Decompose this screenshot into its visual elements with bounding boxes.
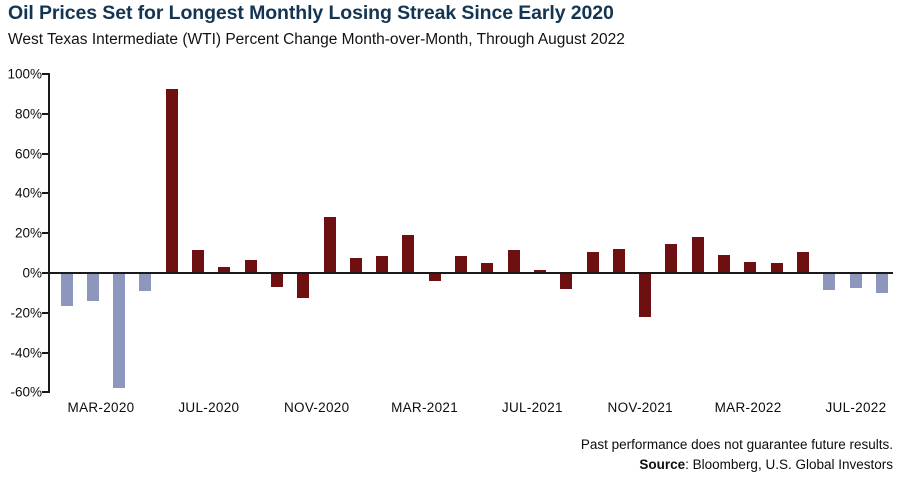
y-axis-tick-mark [42, 192, 48, 195]
y-axis-tick-mark [42, 311, 48, 314]
y-axis-tick-label: 40% [14, 185, 42, 201]
y-axis-tick-label: -20% [10, 305, 42, 321]
y-axis-tick-mark [42, 152, 48, 155]
bar-JUN-2020 [192, 250, 204, 272]
y-axis-tick-label: 20% [14, 225, 42, 241]
x-axis-tick-label: MAR-2021 [391, 400, 459, 415]
y-axis-tick-label: 100% [7, 66, 42, 82]
bar-MAR-2020 [113, 274, 126, 389]
bar-NOV-2020 [323, 217, 336, 272]
y-axis-line [48, 73, 50, 394]
disclaimer-text: Past performance does not guarantee futu… [580, 437, 893, 452]
bar-SEP-2020 [270, 274, 283, 287]
y-axis-tick-mark [42, 73, 48, 75]
x-axis-tick-label: MAR-2022 [714, 400, 782, 415]
x-axis-tick-label: JUL-2021 [501, 400, 563, 415]
bar-APR-2022 [770, 263, 783, 272]
bar-DEC-2020 [349, 258, 362, 272]
bar-OCT-2021 [612, 249, 625, 272]
bar-JUL-2020 [218, 267, 231, 272]
x-axis-tick-label: NOV-2021 [607, 400, 673, 415]
chart-subtitle: West Texas Intermediate (WTI) Percent Ch… [8, 31, 625, 48]
y-axis-tick-mark [42, 351, 48, 354]
y-axis-tick-label: 80% [14, 106, 42, 122]
bar-FEB-2021 [402, 235, 415, 272]
x-axis-tick-label: NOV-2020 [283, 400, 350, 415]
y-axis-tick-label: -40% [10, 345, 42, 361]
y-axis-tick-label: -60% [10, 384, 42, 400]
x-axis-tick-label: JUL-2020 [178, 400, 240, 415]
y-axis-tick-mark [42, 272, 48, 274]
y-axis-tick-label: 0% [22, 265, 42, 281]
bar-JAN-2020 [60, 274, 73, 306]
bar-NOV-2021 [639, 274, 652, 317]
bar-JUN-2022 [823, 274, 836, 290]
bar-APR-2020 [139, 274, 152, 291]
chart-footer: Past performance does not guarantee futu… [581, 435, 893, 475]
bar-AUG-2020 [244, 260, 257, 272]
bar-MAY-2021 [481, 263, 494, 272]
y-axis-tick-mark [42, 112, 48, 115]
y-axis-tick-label: 60% [14, 146, 42, 162]
y-axis-tick-mark [42, 232, 48, 235]
bar-MAY-2022 [796, 252, 809, 272]
bar-JUL-2022 [849, 274, 862, 288]
bar-SEP-2021 [586, 252, 599, 272]
y-axis-tick-mark [42, 391, 48, 394]
bar-DEC-2021 [665, 244, 678, 272]
chart-title: Oil Prices Set for Longest Monthly Losin… [8, 2, 614, 24]
source-label: Source [639, 457, 686, 472]
bar-AUG-2022 [875, 274, 888, 293]
bar-FEB-2020 [86, 274, 99, 301]
zero-baseline [49, 272, 893, 274]
bar-AUG-2021 [560, 274, 573, 289]
bar-MAR-2022 [744, 262, 757, 272]
source-line: Source: Bloomberg, U.S. Global Investors [581, 455, 893, 475]
bar-JAN-2021 [376, 256, 389, 272]
bar-APR-2021 [455, 256, 467, 272]
bar-MAY-2020 [165, 88, 178, 272]
x-axis-tick-label: JUL-2022 [825, 400, 887, 415]
bar-OCT-2020 [297, 274, 310, 298]
bar-MAR-2021 [428, 274, 441, 281]
bar-FEB-2022 [718, 255, 730, 272]
bar-JAN-2022 [691, 237, 704, 272]
source-text: : Bloomberg, U.S. Global Investors [685, 457, 893, 472]
bar-JUN-2021 [507, 250, 520, 272]
x-axis-tick-label: MAR-2020 [67, 400, 135, 415]
bar-JUL-2021 [533, 270, 546, 272]
